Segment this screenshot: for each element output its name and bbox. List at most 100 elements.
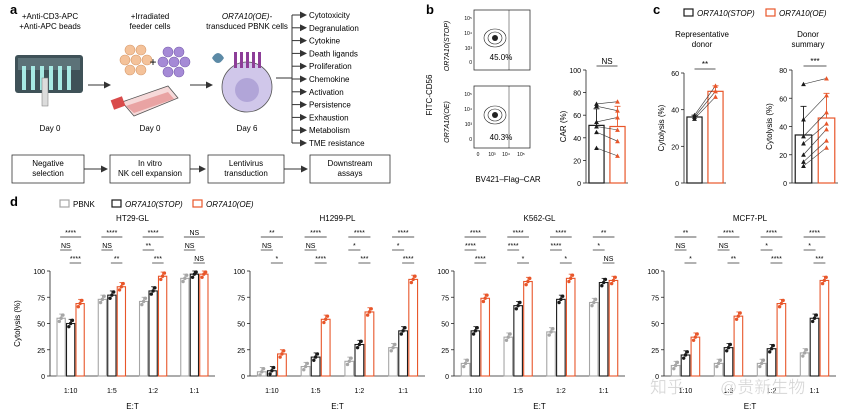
bar (546, 331, 556, 377)
y-tick-label: 50 (37, 322, 45, 329)
sig-label: **** (315, 256, 326, 263)
data-point (399, 332, 404, 336)
data-point (409, 280, 414, 285)
step1-text-line1: +Anti-CD3-APC (22, 12, 78, 21)
data-point (594, 101, 599, 106)
sig-label: NS (185, 243, 195, 250)
pair-line (596, 117, 618, 123)
data-point (590, 303, 594, 308)
pair-line (803, 129, 827, 155)
data-point (615, 108, 620, 113)
bar (707, 90, 724, 184)
bar (138, 300, 149, 377)
data-point (271, 365, 276, 370)
data-point (111, 290, 116, 294)
pair-line (694, 85, 716, 116)
data-point (280, 352, 284, 356)
data-point (718, 358, 723, 362)
x-tick-label: 1:10 (265, 388, 279, 395)
data-point (162, 271, 167, 275)
data-point (59, 316, 63, 320)
sig-label: * (397, 243, 400, 250)
bar (608, 279, 619, 377)
bar (65, 322, 76, 377)
pair-line (596, 131, 618, 142)
data-point (615, 127, 620, 132)
pair-line (803, 123, 827, 144)
legend-d-pbnk-swatch (59, 199, 70, 208)
y-tick-label: 75 (441, 295, 449, 302)
bar (97, 298, 108, 377)
data-point (592, 300, 596, 305)
flow-stop-ytick-2: 10⁴ (464, 31, 472, 37)
x-tick-label: 1:10 (679, 388, 693, 395)
y-tick-label: 60 (671, 71, 679, 78)
flow-stop-ytick-3: 10³ (465, 46, 473, 52)
y-tick-label: 100 (437, 269, 449, 276)
y-axis-label: Cytolysis (%) (765, 103, 774, 150)
data-point (483, 296, 487, 300)
sig-label: **** (766, 230, 777, 237)
flow-row1-name: OR7A10(STOP) (444, 21, 451, 71)
bar (480, 297, 491, 377)
x-tick-label: 1:10 (469, 388, 483, 395)
data-point (549, 330, 553, 334)
bar (408, 278, 419, 377)
data-point (315, 352, 320, 356)
data-point (153, 286, 157, 290)
y-axis-label: CAR (%) (559, 110, 568, 142)
y-tick-label: 25 (237, 348, 245, 355)
y-tick-label: 75 (651, 295, 659, 302)
y-tick-label: 40 (671, 108, 679, 115)
data-point (609, 281, 614, 286)
x-tick-label: 1:5 (724, 388, 734, 395)
x-tick-label: 1:1 (398, 388, 408, 395)
bar (460, 362, 471, 377)
data-point (149, 292, 154, 296)
data-point (194, 270, 198, 274)
c2-title-line2: summary (792, 40, 825, 49)
assay-item: TME resistance (309, 139, 365, 148)
panel-c-label: c (653, 2, 660, 17)
data-point (736, 314, 741, 318)
flow-xtick-4: 10⁵ (517, 152, 525, 158)
step2-box-line1: In vitro (138, 159, 163, 168)
data-point (594, 103, 599, 109)
culture-flask-icon (110, 85, 179, 117)
y-tick-label: 0 (41, 374, 45, 381)
sig-label: * (564, 256, 567, 263)
data-point (514, 307, 519, 311)
sig-label: * (689, 256, 692, 263)
data-point (593, 297, 598, 302)
y-tick-label: 75 (37, 295, 45, 302)
x-axis-label: E:T (126, 402, 139, 411)
sig-label: NS (601, 57, 612, 66)
bar (470, 330, 481, 377)
pair-line (803, 112, 827, 137)
flow-ylabel: FITC-CD56 (425, 74, 434, 115)
y-tick-label: 0 (241, 374, 245, 381)
data-point (569, 276, 573, 281)
data-point (822, 278, 827, 283)
sig-label: **** (310, 230, 321, 237)
y-tick-label: 25 (651, 348, 659, 355)
y-tick-label: 20 (671, 144, 679, 151)
flow-oe-ytick-4: 0 (469, 137, 472, 143)
data-point (768, 350, 772, 354)
data-point (159, 277, 163, 282)
data-point (728, 342, 732, 347)
data-point (184, 273, 189, 277)
data-point (322, 320, 326, 325)
sig-label: NS (604, 256, 614, 263)
data-point (401, 329, 405, 333)
data-point (820, 281, 825, 286)
data-point (594, 129, 599, 135)
data-point (613, 275, 617, 279)
data-point (516, 303, 520, 308)
assay-list: Cytotoxicity Degranulation Cytokine Death l… (292, 11, 365, 148)
data-point (389, 349, 393, 353)
chart-title: H1299-PL (319, 214, 356, 223)
sig-label: NS (102, 243, 112, 250)
data-point (121, 281, 125, 286)
step-box-1: Negative selection (11, 154, 85, 184)
